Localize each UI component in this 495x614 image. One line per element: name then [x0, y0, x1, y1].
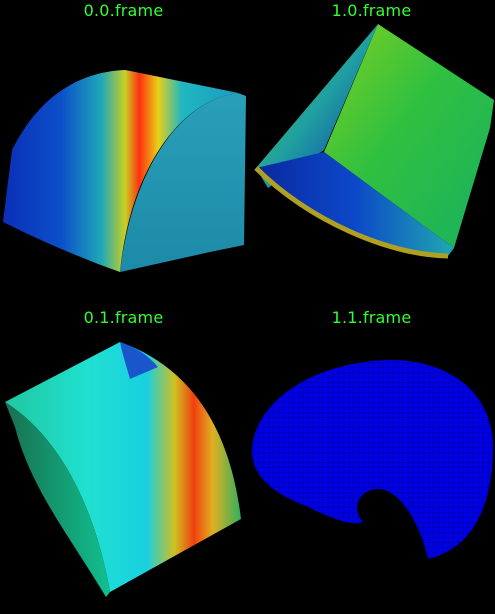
render-canvas[interactable]: [0, 307, 247, 614]
frame-label: 0.1.frame: [83, 308, 164, 327]
viewport-1-1[interactable]: 1.1.frame: [248, 307, 495, 614]
viewport-1-0[interactable]: 1.0.frame: [248, 0, 495, 307]
frame-label: 0.0.frame: [83, 1, 164, 20]
render-canvas[interactable]: [0, 0, 247, 307]
frame-label: 1.1.frame: [331, 308, 412, 327]
viewport-0-1[interactable]: 0.1.frame: [0, 307, 247, 614]
frame-label: 1.0.frame: [331, 1, 412, 20]
render-canvas[interactable]: [248, 0, 495, 307]
viewport-0-0[interactable]: 0.0.frame: [0, 0, 247, 307]
render-canvas[interactable]: [248, 307, 495, 614]
